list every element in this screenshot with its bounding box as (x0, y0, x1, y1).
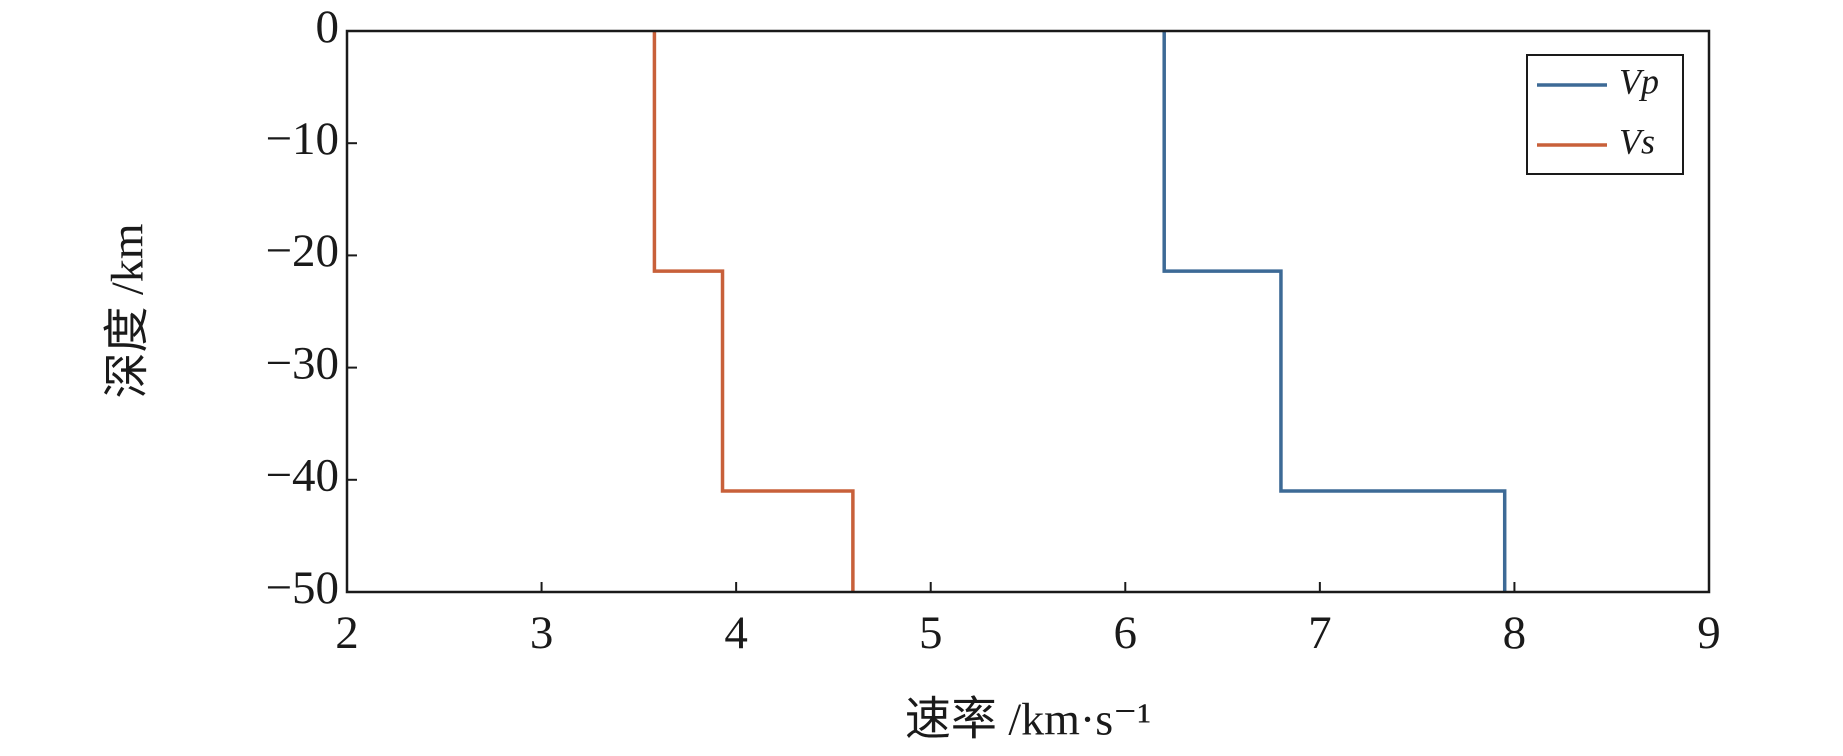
x-tick-label: 3 (530, 607, 554, 659)
y-axis-label: 深度 /km (102, 223, 153, 398)
legend-box (1526, 54, 1684, 175)
x-tick-label: 5 (919, 607, 943, 659)
x-tick-label: 2 (335, 607, 359, 659)
x-tick-label: 6 (1114, 607, 1138, 659)
y-tick-label: −10 (265, 113, 339, 165)
y-tick-label: 0 (316, 1, 340, 53)
legend-label: Vp (1619, 61, 1659, 101)
y-tick-label: −40 (265, 450, 339, 502)
x-tick-label: 7 (1308, 607, 1332, 659)
y-tick-label: −20 (265, 225, 339, 277)
plot-frame (345, 29, 1711, 594)
x-tick-label: 4 (724, 607, 748, 659)
y-tick-label: −50 (265, 562, 339, 614)
x-tick-label: 8 (1503, 607, 1527, 659)
x-tick-label: 9 (1697, 607, 1721, 659)
x-axis-label: 速率 /km·s⁻¹ (905, 694, 1151, 745)
y-tick-label: −30 (265, 337, 339, 389)
series-line (652, 31, 855, 592)
legend-label: Vs (1619, 121, 1655, 161)
series-line (1162, 31, 1507, 592)
